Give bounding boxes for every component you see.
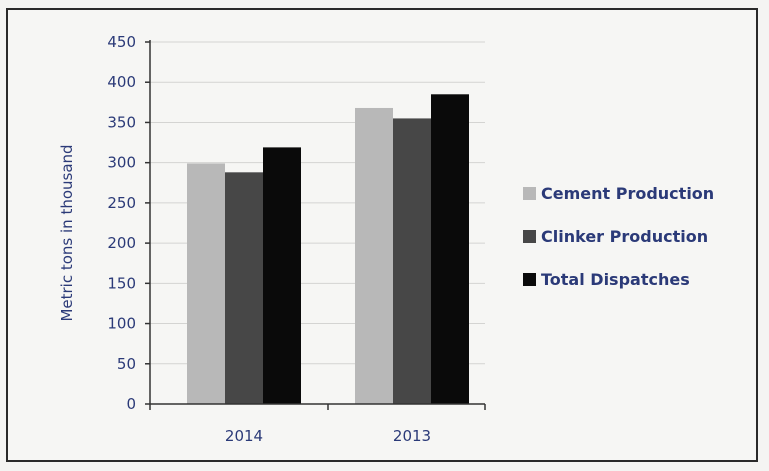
x-tick-labels: 2014 2013 <box>225 427 431 445</box>
y-tick-label: 200 <box>107 234 136 252</box>
bar <box>187 163 225 404</box>
y-tick-label: 50 <box>117 355 136 373</box>
y-tick-label: 350 <box>107 113 136 131</box>
chart-frame: 0 50 100 150 200 250 300 350 400 450 2014 2013 Met… <box>6 8 758 462</box>
y-axis-label: Metric tons in thousand <box>58 144 76 321</box>
y-tick-label: 300 <box>107 154 136 172</box>
bar-chart: 0 50 100 150 200 250 300 350 400 450 2014 2013 Met… <box>58 33 714 445</box>
legend-swatch <box>523 187 536 200</box>
axes <box>145 40 486 410</box>
legend-entry: Total Dispatches <box>541 270 690 289</box>
legend-swatch <box>523 273 536 286</box>
legend-entry: Cement Production <box>541 184 714 203</box>
bar <box>393 118 431 404</box>
legend-swatch <box>523 230 536 243</box>
y-tick-label: 250 <box>107 194 136 212</box>
x-tick-label: 2013 <box>393 427 431 445</box>
bar <box>355 107 393 404</box>
y-tick-label: 450 <box>107 33 136 51</box>
bar <box>263 147 301 405</box>
legend: Cement Production Clinker Production Total… <box>523 184 714 289</box>
legend-entry: Clinker Production <box>541 227 708 246</box>
y-tick-label: 150 <box>107 274 136 292</box>
y-tick-label: 400 <box>107 73 136 91</box>
y-tick-label: 100 <box>107 315 136 333</box>
bar <box>225 172 263 404</box>
y-tick-labels: 0 50 100 150 200 250 300 350 400 450 <box>107 33 136 413</box>
y-tick-label: 0 <box>126 395 136 413</box>
bar <box>431 94 469 405</box>
x-tick-label: 2014 <box>225 427 263 445</box>
bars <box>187 94 469 405</box>
